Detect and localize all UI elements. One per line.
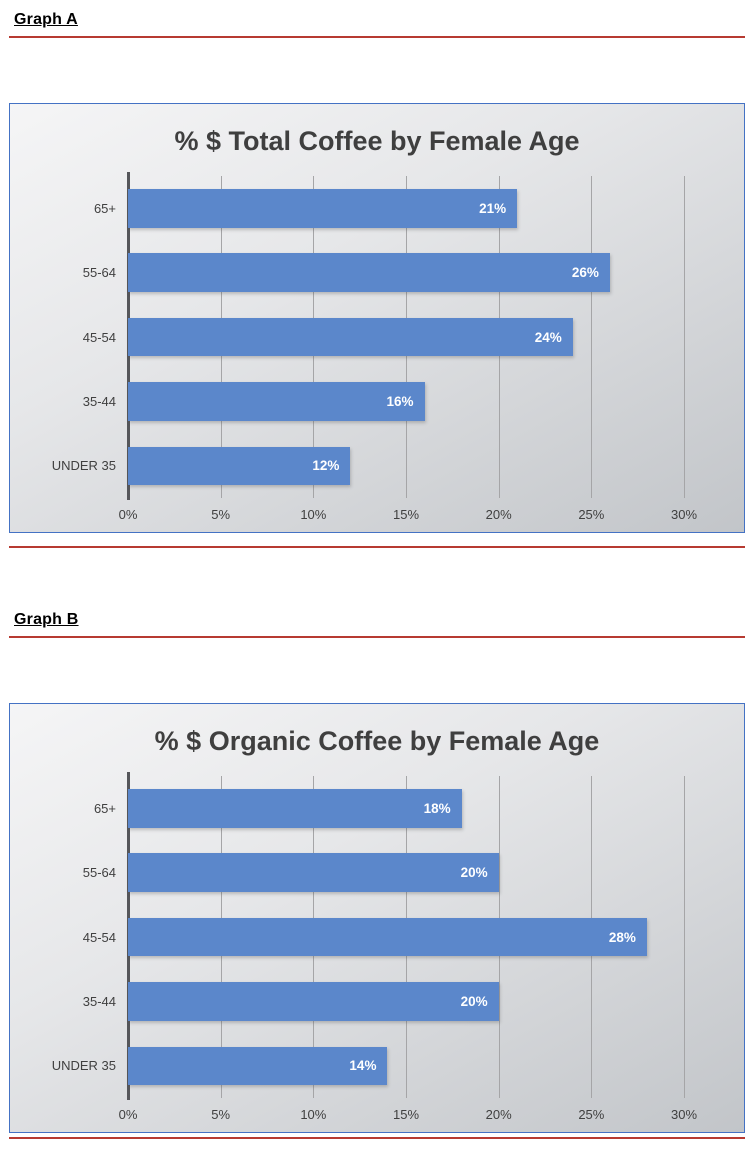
x-axis: 0% 5% 10% 15% 20% 25% 30% xyxy=(119,498,697,528)
x-tick-label: 25% xyxy=(578,507,605,522)
bar: 16% xyxy=(128,382,425,421)
plot-area: 65+ 21% 55-64 26% 45-54 24% 35-44 16% UNDER 35 12… xyxy=(28,170,726,500)
bar-track: 20% xyxy=(128,969,684,1033)
bar: 18% xyxy=(128,788,462,828)
bar-value-label: 24% xyxy=(534,329,562,345)
x-axis: 0% 5% 10% 15% 20% 25% 30% xyxy=(119,1098,697,1128)
bar-row: 65+ 18% xyxy=(28,776,726,840)
bar-value-label: 14% xyxy=(349,1058,377,1074)
bar-value-label: 20% xyxy=(460,993,488,1009)
x-tick-label: 20% xyxy=(485,1107,512,1122)
x-tick-label: 30% xyxy=(670,507,698,522)
x-tick-label: 0% xyxy=(118,507,138,522)
x-tick-label: 30% xyxy=(670,1107,698,1122)
bar-row: 45-54 24% xyxy=(28,305,726,369)
divider-line xyxy=(9,36,745,38)
x-tick-label: 0% xyxy=(118,1107,138,1122)
bar-track: 26% xyxy=(128,240,684,304)
bar: 20% xyxy=(128,982,499,1021)
bar: 20% xyxy=(128,853,499,892)
graph-a-section: Graph A % $ Total Coffee by Female Age 6… xyxy=(9,10,745,548)
graph-b-heading: Graph B xyxy=(14,611,79,628)
chart-a-title: % $ Total Coffee by Female Age xyxy=(174,126,580,156)
bar: 21% xyxy=(128,188,518,228)
chart-b-title: % $ Organic Coffee by Female Age xyxy=(154,726,600,756)
bar-value-label: 20% xyxy=(460,865,488,881)
bar-value-label: 28% xyxy=(608,929,636,945)
bar-track: 28% xyxy=(128,905,684,969)
category-label: 35-44 xyxy=(82,393,116,409)
bar-track: 12% xyxy=(128,434,684,498)
bar-track: 21% xyxy=(128,176,684,240)
category-label: 35-44 xyxy=(82,993,116,1009)
gridline xyxy=(591,176,593,498)
bar-value-label: 16% xyxy=(386,393,414,409)
category-label: 45-54 xyxy=(82,329,116,345)
bar-track: 20% xyxy=(128,840,684,904)
x-tick-label: 10% xyxy=(300,507,327,522)
x-tick-label: 25% xyxy=(578,1107,605,1122)
category-label: 45-54 xyxy=(82,929,116,945)
bar-value-label: 18% xyxy=(423,800,451,816)
category-label: UNDER 35 xyxy=(51,1058,116,1074)
bar-value-label: 21% xyxy=(479,200,507,216)
gridline xyxy=(684,176,685,498)
bar-track: 18% xyxy=(128,776,684,840)
bar: 28% xyxy=(128,917,647,957)
x-tick-label: 5% xyxy=(211,1107,231,1122)
divider-line xyxy=(9,546,745,548)
bar: 14% xyxy=(128,1046,388,1086)
bar-rows: 65+ 18% 55-64 20% 45-54 28% 35-44 20% UNDER 35 14… xyxy=(28,776,726,1098)
x-tick-label: 15% xyxy=(392,507,420,522)
bar-row: UNDER 35 14% xyxy=(28,1034,726,1098)
bar-row: 35-44 20% xyxy=(28,969,726,1033)
bar-row: 35-44 16% xyxy=(28,369,726,433)
x-tick-label: 10% xyxy=(300,1107,327,1122)
category-label: 65+ xyxy=(93,200,116,216)
graph-b-section: Graph B % $ Organic Coffee by Female Age… xyxy=(9,610,745,1139)
divider-line xyxy=(9,1137,745,1139)
bar-value-label: 26% xyxy=(571,265,599,281)
chart-a: % $ Total Coffee by Female Age 65+ 21% 55-… xyxy=(9,103,745,533)
bar: 26% xyxy=(128,253,610,292)
divider-line xyxy=(9,636,745,638)
plot-area: 65+ 18% 55-64 20% 45-54 28% 35-44 20% UNDER 35 14… xyxy=(28,770,726,1100)
bar-row: 55-64 20% xyxy=(28,840,726,904)
gridline xyxy=(684,776,685,1098)
bar-track: 24% xyxy=(128,305,684,369)
category-label: 55-64 xyxy=(82,265,116,281)
bar-track: 16% xyxy=(128,369,684,433)
bar-track: 14% xyxy=(128,1034,684,1098)
chart-a-plot: 65+ 21% 55-64 26% 45-54 24% 35-44 16% UNDER 35 12… xyxy=(28,170,726,528)
bar: 12% xyxy=(128,446,351,486)
chart-b: % $ Organic Coffee by Female Age 65+ 18% 5… xyxy=(9,703,745,1133)
bar-row: UNDER 35 12% xyxy=(28,434,726,498)
x-tick-label: 5% xyxy=(211,507,231,522)
bar-rows: 65+ 21% 55-64 26% 45-54 24% 35-44 16% UNDER 35 12… xyxy=(28,176,726,498)
x-tick-label: 15% xyxy=(392,1107,420,1122)
chart-b-plot: 65+ 18% 55-64 20% 45-54 28% 35-44 20% UNDER 35 14… xyxy=(28,770,726,1128)
bar-row: 55-64 26% xyxy=(28,240,726,304)
bar: 24% xyxy=(128,317,573,357)
bar-value-label: 12% xyxy=(312,458,340,474)
category-label: 55-64 xyxy=(82,865,116,881)
bar-row: 65+ 21% xyxy=(28,176,726,240)
category-label: 65+ xyxy=(93,800,116,816)
x-tick-label: 20% xyxy=(485,507,512,522)
graph-a-heading: Graph A xyxy=(14,11,78,28)
bar-row: 45-54 28% xyxy=(28,905,726,969)
category-label: UNDER 35 xyxy=(51,458,116,474)
